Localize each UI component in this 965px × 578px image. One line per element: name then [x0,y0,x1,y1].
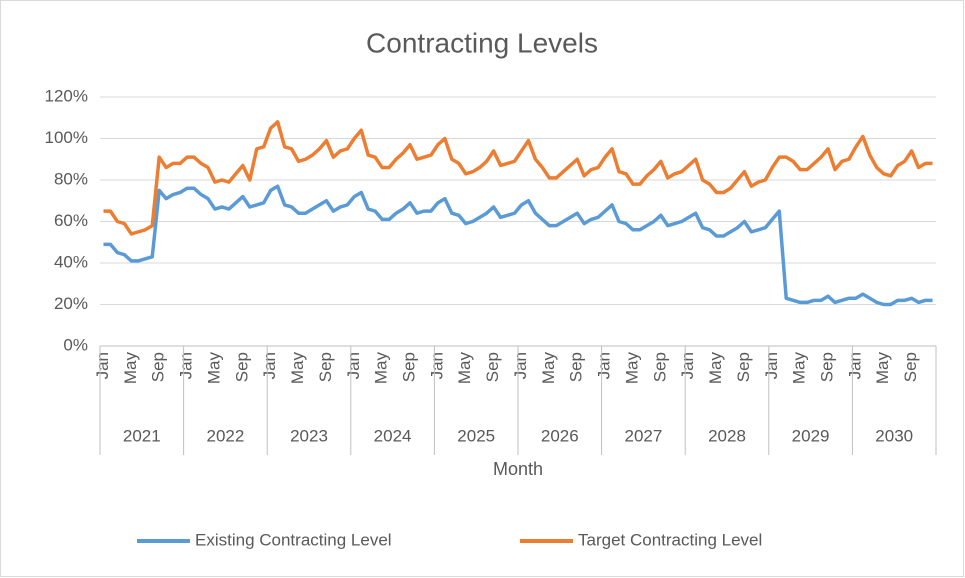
x-tick-label: May [790,352,809,385]
x-tick-label: May [539,352,558,385]
x-tick-label: Jan [177,352,196,379]
series-line [103,120,933,236]
y-tick-label: 20% [54,294,88,313]
x-tick-label: Sep [818,352,837,382]
x-group-label: 2022 [206,426,244,445]
x-tick-label: Sep [567,352,586,382]
x-tick-label: May [455,352,474,385]
chart-title: Contracting Levels [366,27,598,58]
x-tick-label: Sep [650,352,669,382]
x-axis-title: Month [493,459,543,479]
x-tick-label: Sep [400,352,419,382]
x-tick-label: Jan [845,352,864,379]
x-group-label: 2027 [624,426,662,445]
x-tick-label: Sep [734,352,753,382]
x-tick-label: Sep [149,352,168,382]
x-group-label: 2030 [875,426,913,445]
x-tick-label: Jan [595,352,614,379]
y-tick-label: 120% [45,86,88,105]
x-tick-label: May [873,352,892,385]
x-tick-label: Jan [678,352,697,379]
x-tick-label: Sep [483,352,502,382]
legend-label: Existing Contracting Level [195,530,392,549]
x-tick-label: Jan [93,352,112,379]
x-tick-label: Jan [260,352,279,379]
y-tick-label: 60% [54,211,88,230]
x-tick-label: Sep [901,352,920,382]
y-tick-label: 80% [54,169,88,188]
x-tick-label: May [622,352,641,385]
x-group-label: 2023 [290,426,328,445]
x-tick-label: May [121,352,140,385]
x-group-label: 2021 [123,426,161,445]
x-group-label: 2025 [457,426,495,445]
legend-label: Target Contracting Level [578,530,762,549]
series-line [103,184,933,307]
x-group-label: 2028 [708,426,746,445]
x-tick-label: Sep [232,352,251,382]
x-group-label: 2026 [541,426,579,445]
x-tick-label: Jan [511,352,530,379]
x-tick-label: May [288,352,307,385]
x-tick-label: Jan [427,352,446,379]
x-tick-label: May [204,352,223,385]
y-tick-label: 0% [63,335,88,354]
y-tick-label: 40% [54,252,88,271]
x-tick-label: Jan [344,352,363,379]
x-tick-label: Jan [762,352,781,379]
x-group-label: 2024 [374,426,412,445]
x-tick-label: May [706,352,725,385]
y-tick-label: 100% [45,128,88,147]
x-tick-label: May [372,352,391,385]
x-group-label: 2029 [792,426,830,445]
x-tick-label: Sep [316,352,335,382]
